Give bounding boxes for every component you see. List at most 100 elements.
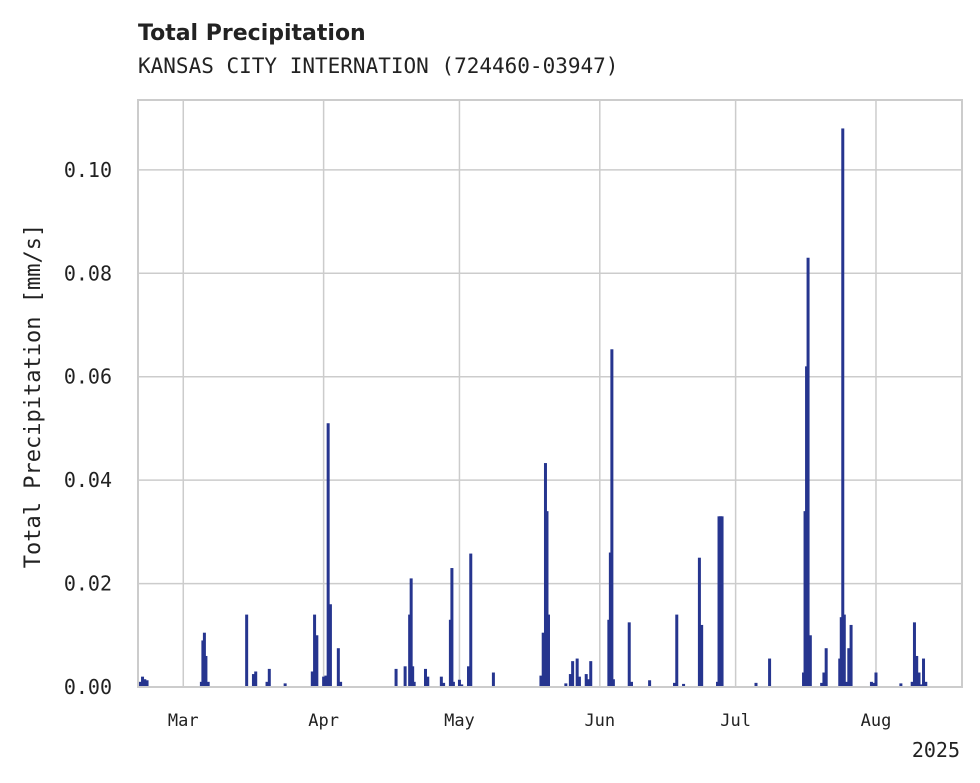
precip-bar — [915, 655, 919, 687]
precip-bar — [842, 614, 846, 687]
precip-bar — [922, 658, 926, 687]
precip-bar — [611, 679, 615, 687]
y-tick-label: 0.08 — [64, 261, 112, 285]
precip-bar — [457, 679, 461, 687]
x-tick-label: Apr — [308, 711, 339, 731]
precip-bar — [849, 624, 853, 687]
precip-bar — [251, 674, 255, 687]
precip-bar — [206, 681, 210, 687]
precip-bar — [336, 648, 340, 687]
precip-bar — [138, 681, 142, 687]
precip-bar — [839, 617, 843, 687]
precip-bar — [700, 624, 704, 687]
precip-bar — [460, 684, 464, 687]
precip-bar — [267, 668, 271, 687]
precip-bar — [820, 682, 824, 687]
year-label: 2025 — [912, 738, 960, 762]
x-tick-label: Jul — [720, 711, 751, 731]
precip-bar — [568, 674, 572, 687]
precip-bar — [924, 681, 928, 687]
precip-bar — [245, 614, 249, 687]
y-axis-label: Total Precipitation [mm/s] — [21, 224, 46, 568]
x-tick-label: Aug — [861, 711, 892, 731]
precip-bar — [716, 681, 720, 687]
precip-bar — [141, 676, 145, 687]
precip-bar — [586, 679, 590, 687]
precip-bar — [201, 640, 205, 687]
y-tick-label: 0.00 — [64, 675, 112, 699]
precip-bar — [673, 682, 677, 687]
grid-lines — [138, 100, 962, 688]
precip-bar — [808, 635, 812, 687]
precip-bar — [803, 511, 807, 687]
precip-bar — [313, 614, 317, 687]
precip-bar — [322, 676, 326, 687]
precip-bar — [869, 681, 873, 687]
precip-bar — [872, 682, 876, 687]
precip-bar — [838, 658, 842, 687]
precip-bar — [841, 128, 845, 687]
precip-bar — [442, 682, 446, 687]
precip-bar — [564, 683, 568, 687]
precip-bar — [265, 681, 269, 687]
precip-bar — [910, 681, 914, 687]
precip-bar — [768, 658, 772, 687]
precip-bar — [575, 658, 579, 687]
precip-bar — [912, 622, 916, 687]
precip-bar — [411, 666, 415, 687]
precip-bar — [627, 622, 631, 687]
precip-bar — [439, 676, 443, 687]
precip-bar — [339, 681, 343, 687]
precip-bar — [720, 516, 724, 687]
precip-bar — [717, 516, 721, 687]
precip-bar — [315, 635, 319, 687]
precip-bar — [805, 366, 809, 687]
precip-bar — [648, 680, 652, 687]
precip-bar — [682, 683, 686, 687]
precip-bar — [403, 666, 407, 687]
precip-bar — [491, 672, 495, 687]
data-bars — [138, 128, 928, 687]
precip-bar — [423, 668, 427, 687]
y-tick-label: 0.06 — [64, 365, 112, 389]
precip-bar — [450, 568, 454, 687]
precip-bar — [543, 463, 547, 687]
precip-bar — [917, 672, 921, 687]
precip-bar — [145, 680, 149, 687]
precip-bar — [204, 655, 208, 687]
precip-bar — [629, 681, 633, 687]
precip-bar — [610, 349, 614, 687]
precip-bar — [584, 674, 588, 687]
y-tick-label: 0.10 — [64, 158, 112, 182]
y-axis-ticks: 0.00 0.02 0.04 0.06 0.08 0.10 — [64, 158, 112, 699]
precip-bar — [310, 671, 314, 687]
precip-bar — [254, 671, 258, 687]
precip-bar — [448, 619, 452, 687]
x-tick-label: May — [444, 711, 475, 731]
precip-bar — [899, 683, 903, 687]
precip-bar — [546, 614, 550, 687]
precip-bar — [451, 681, 455, 687]
plot-frame — [137, 99, 963, 688]
precip-bar — [324, 675, 328, 687]
precip-bar — [545, 511, 549, 687]
precip-bar — [608, 552, 612, 687]
precip-bar — [754, 682, 758, 687]
precip-bar — [408, 614, 412, 687]
precip-bar — [577, 676, 581, 687]
precip-bar — [824, 648, 828, 687]
precip-bar — [469, 553, 473, 687]
precip-bar — [409, 578, 413, 687]
precip-bar — [697, 557, 701, 687]
precip-bar — [719, 516, 723, 687]
chart-title: Total Precipitation — [138, 21, 366, 46]
precip-bar — [412, 681, 416, 687]
precip-bar — [199, 681, 203, 687]
precip-bar — [426, 676, 430, 687]
precip-bar — [607, 619, 611, 687]
precip-bar — [675, 614, 679, 687]
precip-bar — [919, 684, 923, 687]
precip-bar — [539, 675, 543, 687]
precip-bar — [845, 681, 849, 687]
precip-bar — [541, 632, 545, 687]
